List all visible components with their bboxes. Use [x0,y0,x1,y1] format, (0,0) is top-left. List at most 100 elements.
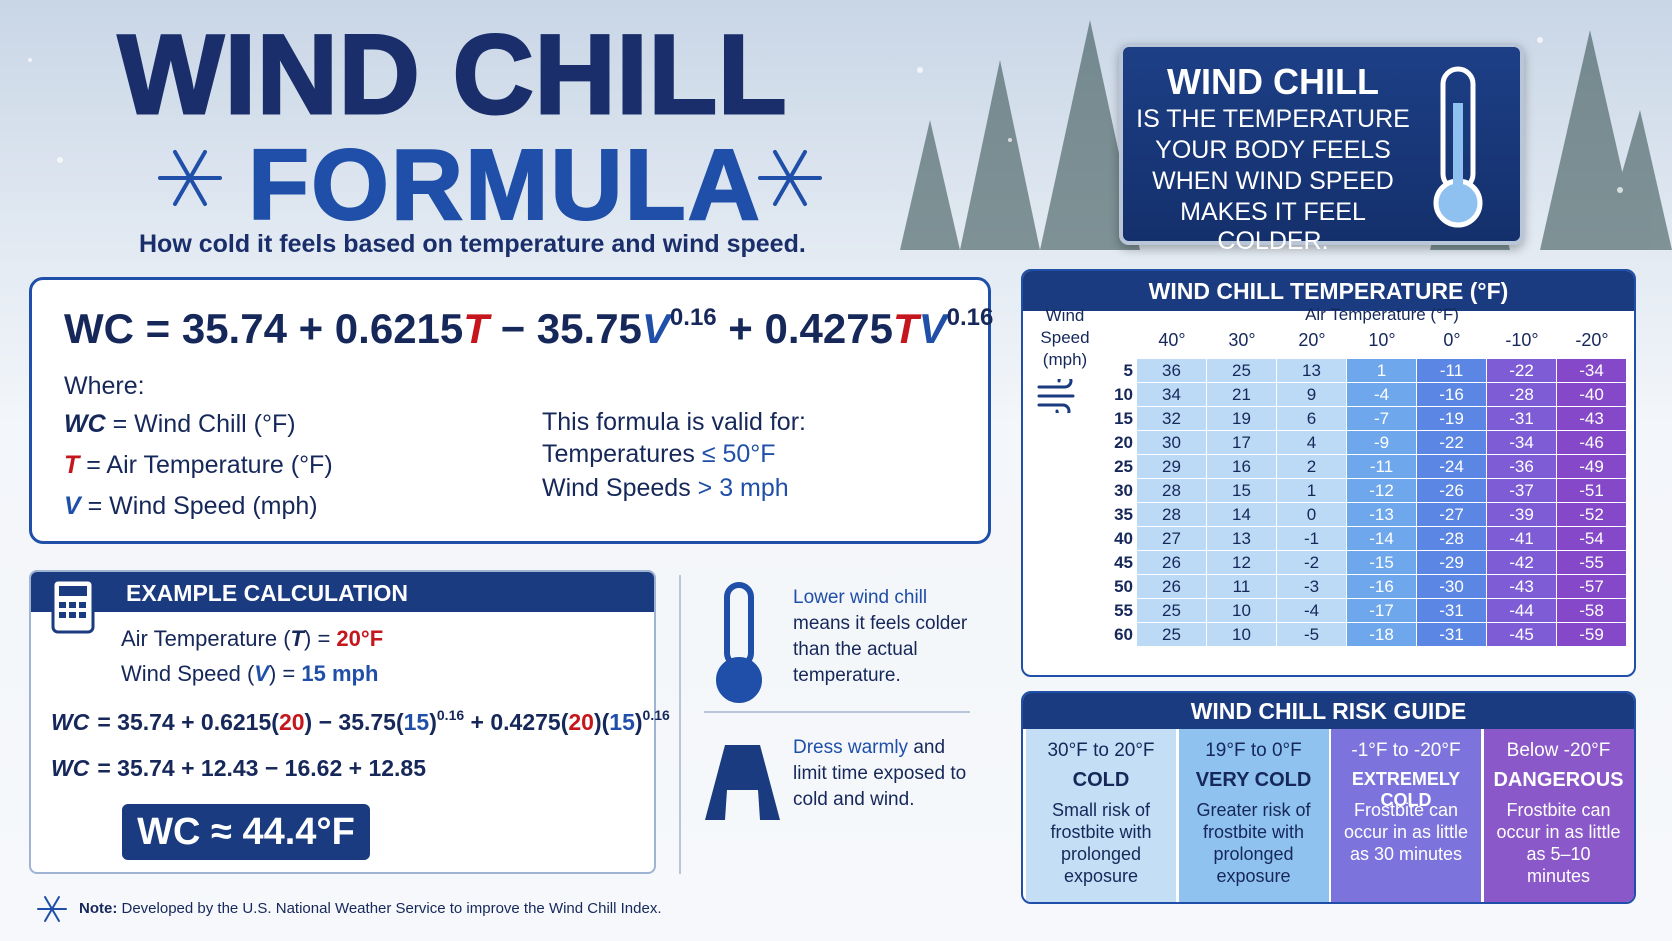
row-label: 55 [1114,601,1133,620]
row-label: 30 [1114,481,1133,500]
thermometer-icon [716,582,762,703]
table-cell: -34 [1487,431,1556,454]
tip: Lower wind chill means it feels colder t… [793,585,983,689]
table-cell: -22 [1487,359,1556,382]
input-symbol: V [254,661,269,686]
table-cell: -34 [1557,359,1626,382]
table-cell: 29 [1137,455,1206,478]
step-part: 20 [278,709,305,735]
tip-highlight: Dress warmly [793,737,909,758]
table-cell: -14 [1347,527,1416,550]
note-label: Note: [79,900,118,917]
risk-level: 19°F to 0°F VERY COLD Greater risk of fros… [1178,729,1329,902]
table-cell: 1 [1347,359,1416,382]
where-label: Where: [64,372,145,400]
table-cell: 25 [1207,359,1276,382]
table-cell: 14 [1207,503,1276,526]
table-cell: -13 [1347,503,1416,526]
row-label: 5 [1123,361,1133,380]
substitution-step: WC = 35.74 + 0.6215(20) − 35.75(15)0.16 +… [51,707,670,736]
formula-part: WC = 35.74 + 0.6215 [64,305,464,352]
tip-text: and limit time exposed to cold and wind. [793,737,967,810]
input-label: Air Temperature ( [121,626,291,651]
step-exponent: 0.16 [436,707,465,723]
table-cell: -31 [1487,407,1556,430]
table-cell: 1 [1277,479,1346,502]
table-cell: 13 [1277,359,1346,382]
risk-title: WIND CHILL RISK GUIDE [1023,693,1634,729]
table-cell: -43 [1487,575,1556,598]
table-cell: 0 [1277,503,1346,526]
table-cell: 26 [1137,551,1206,574]
risk-label: EXTREMELY COLD [1351,769,1461,810]
row-label: 60 [1114,625,1133,644]
wind-chill-table: WIND CHILL TEMPERATURE (°F) Wind Speed (… [1021,269,1636,677]
example-input: Air Temperature (T) = 20°F [121,626,383,652]
row-label: 45 [1114,553,1133,572]
risk-description: Greater risk of frostbite with prolonged… [1196,800,1311,886]
thermometer-icon [1433,66,1483,228]
variable-meaning: = Wind Speed (mph) [87,492,318,520]
risk-range: Below -20°F [1506,740,1611,761]
table-cell: 27 [1137,527,1206,550]
sign-line: MAKES IT FEEL COLDER. [1180,198,1366,255]
formula-part: T [892,305,919,352]
formula-part: + 0.4275 [716,305,893,352]
table-cell: -55 [1557,551,1626,574]
condition-label: Temperatures [542,440,695,468]
step-part: WC [51,755,90,781]
table-cell: 12 [1207,551,1276,574]
simplified-step: WC = 35.74 + 12.43 − 16.62 + 12.85 [51,755,426,782]
formula-panel: WC = 35.74 + 0.6215T − 35.75V0.16 + 0.42… [29,277,993,544]
table-cell: -54 [1557,527,1626,550]
variable-meaning: = Wind Chill (°F) [112,410,296,438]
table-cell: -12 [1347,479,1416,502]
table-cell: -27 [1417,503,1486,526]
table-cell: -41 [1487,527,1556,550]
table-cell: -11 [1417,359,1486,382]
formula-exponent: 0.16 [669,304,717,331]
table-cell: 34 [1137,383,1206,406]
example-input: Wind Speed (V) = 15 mph [121,661,378,687]
row-header: Wind Speed (mph) [1040,306,1090,369]
row-label: 20 [1114,433,1133,452]
table-cell: -42 [1487,551,1556,574]
sign-line: IS THE TEMPERATURE [1136,105,1410,133]
risk-description: Small risk of frostbite with prolonged e… [1050,800,1152,886]
condition-limit: > 3 mph [697,474,789,502]
risk-level: -1°F to -20°F EXTREMELY COLD Frostbite can… [1331,729,1481,902]
formula: WC = 35.74 + 0.6215T − 35.75V0.16 + 0.42… [64,304,993,353]
table-cell: -45 [1487,623,1556,646]
example-header: EXAMPLE CALCULATION [31,572,654,612]
risk-level: 30°F to 20°F COLD Small risk of frostbite … [1026,729,1176,902]
column-header: Air Temperature (°F) [1305,305,1459,324]
validity-condition: Temperatures ≤ 50°F [542,440,776,469]
variable-symbol: V [64,492,81,520]
table-cell: 21 [1207,383,1276,406]
condition-limit: ≤ 50°F [701,440,776,468]
table-cell: -16 [1417,383,1486,406]
input-value: 20°F [336,626,384,651]
row-label: 15 [1114,409,1133,428]
table-cell: -29 [1417,551,1486,574]
table-cell: 25 [1137,623,1206,646]
validity-condition: Wind Speeds > 3 mph [542,474,789,503]
sign-line: WHEN WIND SPEED [1152,167,1394,195]
table-title: WIND CHILL TEMPERATURE (°F) [1023,271,1634,311]
step-part: ) − 35.75( [304,709,404,735]
table-cell: 36 [1137,359,1206,382]
formula-exponent: 0.16 [946,304,994,331]
input-symbol: T [290,626,304,651]
column-label: 30° [1228,330,1256,350]
table-cell: -59 [1557,623,1626,646]
table-cell: -31 [1417,623,1486,646]
step-part: + 0.4275( [464,709,569,735]
table-cell: 25 [1137,599,1206,622]
table-cell: 4 [1277,431,1346,454]
table-cell: -49 [1557,455,1626,478]
risk-range: -1°F to -20°F [1351,740,1461,761]
condition-label: Wind Speeds [542,474,691,502]
table-cell: 26 [1137,575,1206,598]
table-cell: -4 [1347,383,1416,406]
